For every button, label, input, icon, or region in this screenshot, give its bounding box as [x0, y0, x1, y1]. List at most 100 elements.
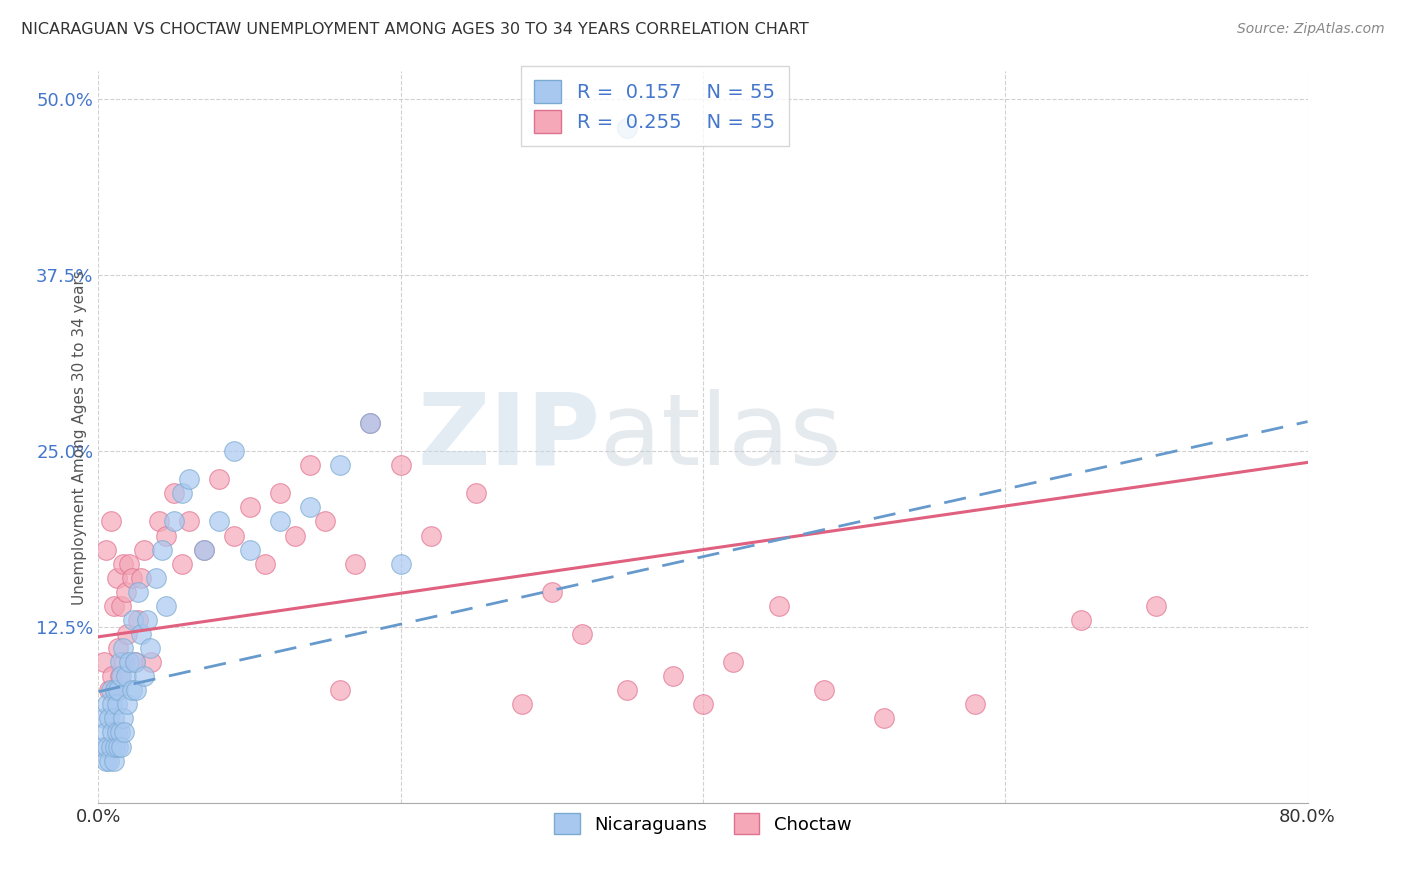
- Point: [170, 557, 193, 571]
- Point: [101, 725, 124, 739]
- Point: [208, 515, 231, 529]
- Text: NICARAGUAN VS CHOCTAW UNEMPLOYMENT AMONG AGES 30 TO 34 YEARS CORRELATION CHART: NICARAGUAN VS CHOCTAW UNEMPLOYMENT AMONG…: [21, 22, 808, 37]
- Point: [139, 641, 162, 656]
- Point: [104, 683, 127, 698]
- Point: [105, 571, 128, 585]
- Point: [314, 515, 336, 529]
- Point: [269, 486, 291, 500]
- Point: [98, 683, 121, 698]
- Point: [98, 754, 121, 768]
- Point: [193, 542, 215, 557]
- Point: [873, 711, 896, 725]
- Point: [107, 683, 129, 698]
- Point: [179, 515, 201, 529]
- Point: [163, 515, 186, 529]
- Point: [121, 571, 143, 585]
- Point: [111, 711, 134, 725]
- Point: [105, 698, 128, 712]
- Point: [129, 627, 152, 641]
- Point: [155, 599, 177, 613]
- Point: [108, 669, 131, 683]
- Point: [121, 683, 143, 698]
- Point: [616, 683, 638, 698]
- Point: [269, 515, 291, 529]
- Point: [93, 655, 115, 669]
- Point: [103, 599, 125, 613]
- Point: [118, 557, 141, 571]
- Point: [616, 120, 638, 135]
- Point: [112, 655, 135, 669]
- Point: [389, 557, 412, 571]
- Point: [94, 754, 117, 768]
- Point: [132, 542, 155, 557]
- Point: [107, 739, 129, 754]
- Point: [170, 486, 193, 500]
- Point: [465, 486, 488, 500]
- Point: [224, 444, 246, 458]
- Point: [360, 416, 382, 430]
- Point: [124, 655, 146, 669]
- Point: [329, 458, 352, 473]
- Point: [299, 458, 322, 473]
- Point: [104, 683, 127, 698]
- Point: [111, 641, 134, 656]
- Point: [108, 725, 131, 739]
- Point: [389, 458, 412, 473]
- Point: [253, 557, 276, 571]
- Point: [104, 739, 127, 754]
- Point: [193, 542, 215, 557]
- Point: [110, 739, 132, 754]
- Point: [510, 698, 533, 712]
- Point: [108, 655, 131, 669]
- Point: [127, 584, 149, 599]
- Point: [105, 725, 128, 739]
- Text: Source: ZipAtlas.com: Source: ZipAtlas.com: [1237, 22, 1385, 37]
- Point: [110, 669, 132, 683]
- Point: [284, 528, 307, 542]
- Point: [114, 669, 136, 683]
- Point: [101, 698, 124, 712]
- Y-axis label: Unemployment Among Ages 30 to 34 years: Unemployment Among Ages 30 to 34 years: [72, 269, 87, 605]
- Point: [101, 669, 124, 683]
- Text: atlas: atlas: [600, 389, 842, 485]
- Point: [100, 739, 122, 754]
- Point: [132, 669, 155, 683]
- Point: [96, 698, 118, 712]
- Point: [129, 571, 152, 585]
- Point: [420, 528, 443, 542]
- Point: [239, 542, 262, 557]
- Point: [145, 571, 167, 585]
- Point: [571, 627, 593, 641]
- Point: [103, 711, 125, 725]
- Point: [148, 515, 170, 529]
- Point: [692, 698, 714, 712]
- Point: [163, 486, 186, 500]
- Point: [100, 515, 122, 529]
- Point: [103, 754, 125, 768]
- Legend: Nicaraguans, Choctaw: Nicaraguans, Choctaw: [547, 806, 859, 841]
- Point: [122, 613, 145, 627]
- Point: [208, 472, 231, 486]
- Point: [94, 542, 117, 557]
- Point: [96, 739, 118, 754]
- Point: [155, 528, 177, 542]
- Point: [965, 698, 987, 712]
- Point: [1144, 599, 1167, 613]
- Point: [125, 683, 148, 698]
- Point: [179, 472, 201, 486]
- Point: [540, 584, 562, 599]
- Point: [124, 655, 146, 669]
- Point: [107, 641, 129, 656]
- Point: [93, 711, 115, 725]
- Point: [141, 655, 163, 669]
- Point: [98, 711, 121, 725]
- Point: [114, 584, 136, 599]
- Point: [127, 613, 149, 627]
- Point: [115, 627, 138, 641]
- Text: ZIP: ZIP: [418, 389, 600, 485]
- Point: [110, 599, 132, 613]
- Point: [115, 698, 138, 712]
- Point: [813, 683, 835, 698]
- Point: [360, 416, 382, 430]
- Point: [299, 500, 322, 515]
